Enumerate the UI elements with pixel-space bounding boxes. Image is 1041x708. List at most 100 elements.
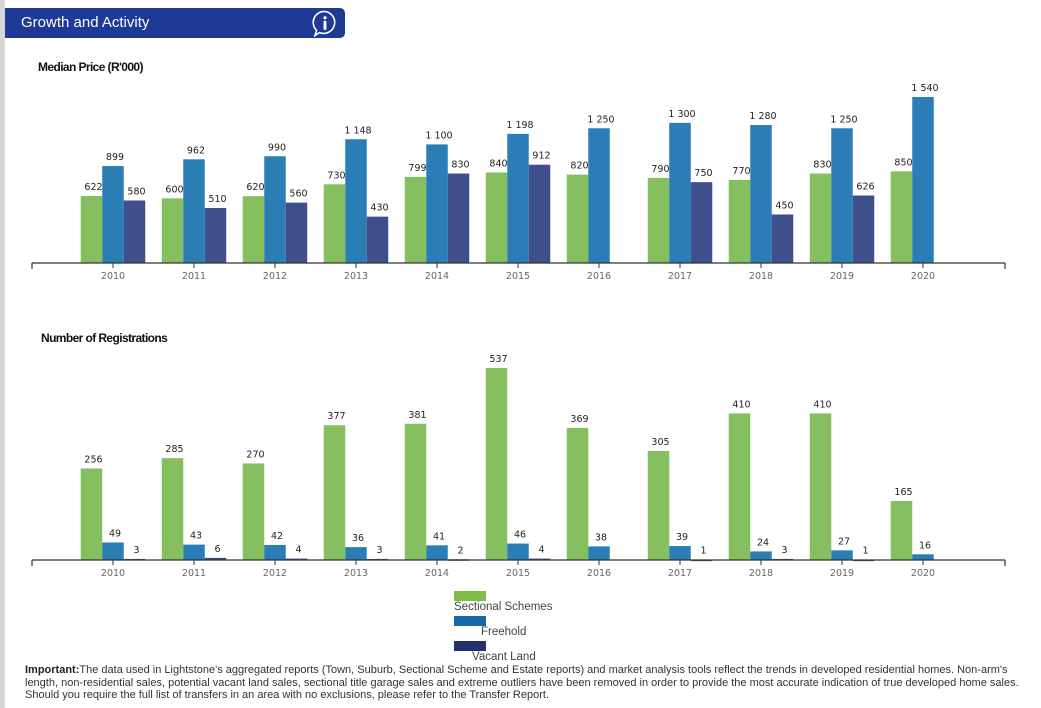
value-label-vacant-land-2015: 4 xyxy=(538,545,544,556)
value-label-vacant-land-2017: 750 xyxy=(694,168,712,179)
value-label-sectional-schemes-2013: 730 xyxy=(327,170,345,181)
value-label-freehold-2011: 43 xyxy=(190,531,202,542)
bar-sectional-schemes-2010 xyxy=(80,195,103,263)
bar-freehold-2012 xyxy=(264,156,286,263)
value-label-sectional-schemes-2012: 270 xyxy=(246,449,264,460)
value-label-freehold-2016: 1 250 xyxy=(587,114,614,125)
value-label-vacant-land-2010: 3 xyxy=(133,545,139,556)
x-tick-label-2015: 2015 xyxy=(506,271,530,282)
bar-freehold-2017 xyxy=(669,122,691,263)
bar-sectional-schemes-2012 xyxy=(242,463,265,560)
value-label-sectional-schemes-2013: 377 xyxy=(327,411,345,422)
value-label-sectional-schemes-2018: 410 xyxy=(732,399,750,410)
bar-freehold-2018 xyxy=(750,125,772,263)
value-label-vacant-land-2010: 580 xyxy=(127,186,145,197)
value-label-vacant-land-2011: 6 xyxy=(214,544,220,555)
x-tick-label-2018: 2018 xyxy=(749,271,773,282)
value-label-vacant-land-2013: 430 xyxy=(370,203,388,214)
x-tick-label-2013: 2013 xyxy=(344,568,368,579)
bar-vacant-land-2018 xyxy=(771,214,794,263)
bar-sectional-schemes-2017 xyxy=(647,177,670,263)
section-title: Growth and Activity xyxy=(21,14,150,31)
registrations-chart: 2564932010285436201127042420123773632013… xyxy=(31,354,1006,579)
value-label-vacant-land-2014: 830 xyxy=(451,160,469,171)
bar-freehold-2019 xyxy=(831,550,853,560)
x-tick-label-2011: 2011 xyxy=(182,568,206,579)
bar-sectional-schemes-2013 xyxy=(323,425,346,560)
bar-sectional-schemes-2015 xyxy=(485,172,508,263)
footnote-label: Important: xyxy=(25,664,80,676)
value-label-sectional-schemes-2012: 620 xyxy=(246,182,264,193)
x-tick-label-2013: 2013 xyxy=(344,271,368,282)
bar-freehold-2013 xyxy=(345,139,367,263)
bar-sectional-schemes-2016 xyxy=(566,428,589,560)
value-label-vacant-land-2011: 510 xyxy=(208,194,226,205)
bar-vacant-land-2012 xyxy=(285,558,308,561)
legend-swatch-sectional-schemes xyxy=(454,591,486,601)
value-label-sectional-schemes-2019: 830 xyxy=(813,160,831,171)
x-tick-label-2014: 2014 xyxy=(425,271,449,282)
value-label-vacant-land-2012: 560 xyxy=(289,189,307,200)
value-label-sectional-schemes-2010: 622 xyxy=(84,182,102,193)
value-label-vacant-land-2019: 1 xyxy=(862,546,868,557)
x-tick-label-2018: 2018 xyxy=(749,568,773,579)
median-price-chart: 622 899 580 2010 600 962 510 2011 620 990 560 2012 7… xyxy=(31,83,1006,282)
value-label-sectional-schemes-2020: 850 xyxy=(894,157,912,168)
bar-sectional-schemes-2015 xyxy=(485,368,508,560)
value-label-freehold-2015: 46 xyxy=(514,530,526,541)
legend-label-freehold: Freehold xyxy=(481,626,527,638)
x-tick-label-2020: 2020 xyxy=(911,568,935,579)
bar-sectional-schemes-2018 xyxy=(728,180,751,263)
value-label-sectional-schemes-2020: 165 xyxy=(894,487,912,498)
x-tick-label-2016: 2016 xyxy=(587,271,611,282)
legend-label-sectional-schemes: Sectional Schemes xyxy=(454,601,553,613)
value-label-freehold-2014: 41 xyxy=(433,531,445,542)
value-label-freehold-2011: 962 xyxy=(187,145,205,156)
x-tick-label-2012: 2012 xyxy=(263,271,287,282)
bar-vacant-land-2013 xyxy=(366,216,389,263)
important-footnote: Important:The data used in Lightstone's … xyxy=(25,664,1035,702)
bar-sectional-schemes-2013 xyxy=(323,184,346,263)
value-label-sectional-schemes-2011: 600 xyxy=(165,184,183,195)
value-label-freehold-2018: 1 280 xyxy=(749,111,776,122)
bar-sectional-schemes-2010 xyxy=(80,468,103,560)
bar-freehold-2016 xyxy=(588,128,610,263)
bar-sectional-schemes-2018 xyxy=(728,413,751,560)
bar-vacant-land-2011 xyxy=(204,557,227,560)
legend-swatch-freehold xyxy=(454,616,486,626)
value-label-freehold-2018: 24 xyxy=(757,537,769,548)
bar-freehold-2020 xyxy=(912,554,934,560)
bar-freehold-2014 xyxy=(426,545,448,560)
section-header: Growth and Activity xyxy=(5,8,345,38)
x-tick-label-2010: 2010 xyxy=(101,271,125,282)
bar-freehold-2015 xyxy=(507,543,529,560)
value-label-freehold-2015: 1 198 xyxy=(506,120,533,131)
x-tick-label-2017: 2017 xyxy=(668,568,692,579)
bar-freehold-2013 xyxy=(345,547,367,560)
bar-freehold-2020 xyxy=(912,97,934,263)
bar-freehold-2011 xyxy=(183,159,205,263)
footnote-text: The data used in Lightstone's aggregated… xyxy=(25,664,1019,701)
x-tick-label-2011: 2011 xyxy=(182,271,206,282)
value-label-sectional-schemes-2019: 410 xyxy=(813,399,831,410)
x-tick-label-2016: 2016 xyxy=(587,568,611,579)
x-tick-label-2014: 2014 xyxy=(425,568,449,579)
bar-sectional-schemes-2012 xyxy=(242,196,265,263)
value-label-sectional-schemes-2017: 305 xyxy=(651,437,669,448)
bar-sectional-schemes-2011 xyxy=(161,458,184,560)
value-label-sectional-schemes-2016: 369 xyxy=(570,414,588,425)
value-label-sectional-schemes-2016: 820 xyxy=(570,161,588,172)
value-label-freehold-2019: 1 250 xyxy=(830,114,857,125)
bar-vacant-land-2014 xyxy=(447,173,470,263)
median-price-chart-title: Median Price (R'000) xyxy=(38,60,144,74)
value-label-freehold-2013: 36 xyxy=(352,533,364,544)
value-label-freehold-2012: 990 xyxy=(268,142,286,153)
value-label-sectional-schemes-2011: 285 xyxy=(165,444,183,455)
info-icon[interactable] xyxy=(311,9,339,37)
value-label-sectional-schemes-2017: 790 xyxy=(651,164,669,175)
bar-freehold-2018 xyxy=(750,551,772,560)
value-label-freehold-2013: 1 148 xyxy=(344,125,371,136)
value-label-vacant-land-2018: 450 xyxy=(775,200,793,211)
value-label-sectional-schemes-2015: 537 xyxy=(489,354,507,365)
bar-sectional-schemes-2016 xyxy=(566,174,589,263)
